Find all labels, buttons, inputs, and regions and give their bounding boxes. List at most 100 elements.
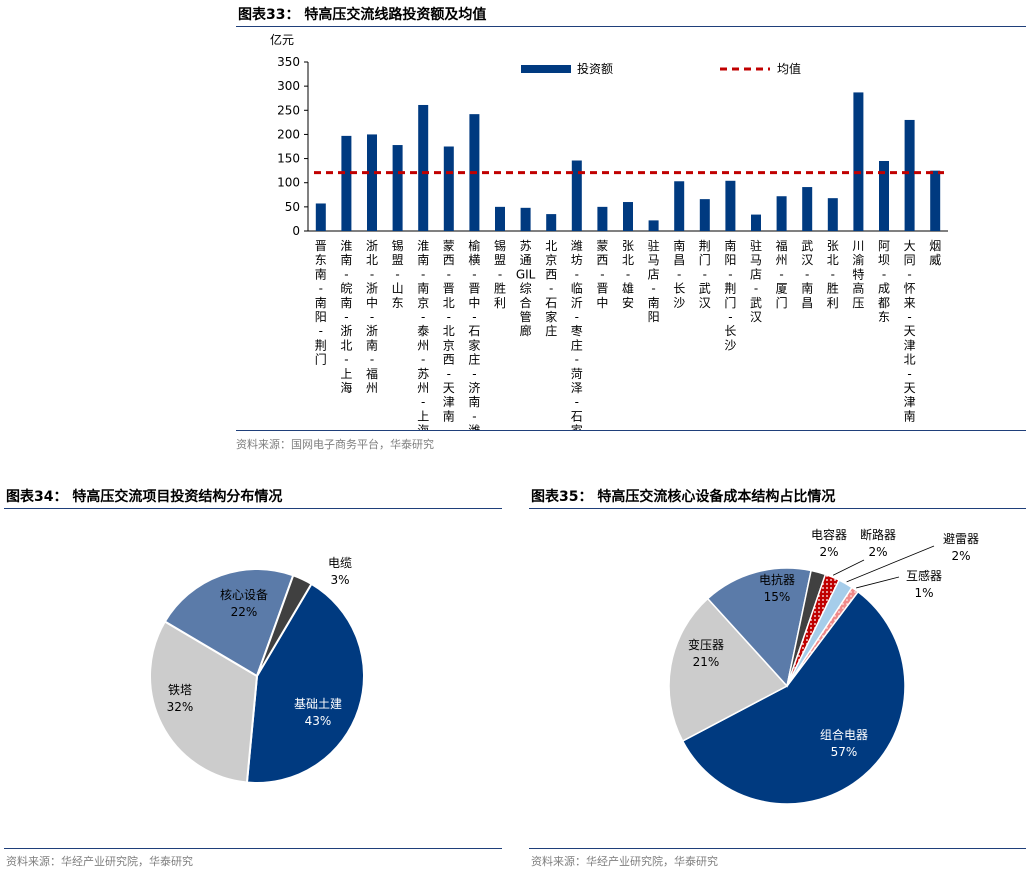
pie35-slice-pct: 1% <box>914 586 933 600</box>
pie34-chart: 基础土建 43% 铁塔 32% 核心设备 22% 电缆 3% <box>149 556 365 784</box>
bar-source-rule <box>236 430 1026 431</box>
x-tick-label: 驻马店-武汉 <box>750 238 762 324</box>
x-tick-label: 锡盟-山东 <box>392 238 404 310</box>
bar-23 <box>879 160 889 231</box>
pie35-slice-label: 变压器 <box>688 637 724 652</box>
pie34-slice-3 <box>163 568 295 678</box>
pie35-slice-pct: 2% <box>819 545 838 559</box>
x-tick-label: 张北-胜利 <box>827 239 839 310</box>
pie35-slice-label: 组合电器 <box>820 727 868 742</box>
y-tick-label: 250 <box>277 103 300 117</box>
legend-label-investment: 投资额 <box>577 61 613 76</box>
pie35-slice-label: 避雷器 <box>943 532 979 546</box>
x-tick-label: 荆门-武汉 <box>699 239 711 310</box>
bar-5 <box>418 104 429 231</box>
legend-swatch-investment <box>521 65 571 73</box>
y-axis-unit: 亿元 <box>270 32 294 47</box>
x-tick-label: 锡盟-胜利 <box>494 238 506 310</box>
bar-12 <box>597 206 608 231</box>
bar-20 <box>802 187 813 231</box>
pie35-source: 资料来源：华经产业研究院，华泰研究 <box>531 855 718 868</box>
bar-chart-source: 资料来源：国网电子商务平台，华泰研究 <box>236 438 434 451</box>
pie34-title: 图表34： 特高压交流项目投资结构分布情况 <box>6 489 283 505</box>
bar-24 <box>904 119 915 231</box>
pie34-slice-pct: 32% <box>167 700 194 714</box>
pie35-slice-3 <box>706 567 813 688</box>
bar-chart-title: 图表33： 特高压交流线路投资额及均值 <box>238 7 487 23</box>
pie35-slice-1 <box>681 590 906 805</box>
pie35-chart: 组合电器 57% 变压器 21% 电抗器 15% 电容器 2% 断路器 2% 避雷器 2% 互感器 1% <box>668 527 979 805</box>
x-tick-label: 浙北-浙中-浙南-福州 <box>366 239 378 395</box>
x-tick-label: 驻马店-南阳 <box>648 238 660 324</box>
pie34-slice-1 <box>245 582 365 784</box>
y-tick-label: 300 <box>277 79 300 93</box>
bar-25 <box>930 170 941 231</box>
x-tick-label: 淮南-皖南-浙北-上海 <box>340 239 352 395</box>
legend-label-mean: 均值 <box>777 61 801 76</box>
pie35-title: 图表35： 特高压交流核心设备成本结构占比情况 <box>531 489 836 505</box>
x-tick-label: 苏通 GIL 综合管廊 <box>516 239 536 338</box>
x-tick-label: 武汉-南昌 <box>801 239 813 310</box>
pie35-title-rule <box>529 508 1026 509</box>
x-tick-label: 北京西-石家庄 <box>545 239 557 338</box>
bar-17 <box>725 180 736 231</box>
x-tick-label: 潍坊-临沂-枣庄-菏泽-石家庄 <box>571 239 583 430</box>
bar-21 <box>827 198 838 231</box>
pie35-slice-label: 电抗器 <box>759 572 795 587</box>
pie35-slice-label: 互感器 <box>906 568 942 583</box>
bar-14 <box>648 220 659 231</box>
pie34-slice-4 <box>256 574 313 677</box>
bar-8 <box>495 206 505 231</box>
x-tick-label: 晋东南-南阳-荆门 <box>315 239 327 367</box>
pie34-slice-label: 电缆 <box>328 556 352 570</box>
y-tick-label: 50 <box>285 200 300 214</box>
pie34-title-rule <box>4 508 502 509</box>
y-tick-label: 150 <box>277 152 300 166</box>
x-tick-label: 南阳-荆门-长沙 <box>724 238 736 352</box>
pie34-slice-pct: 22% <box>231 605 258 619</box>
pie34-slice-label: 铁塔 <box>168 683 192 697</box>
x-tick-label: 阿坝-成都东 <box>878 239 890 324</box>
pie34-slice-2 <box>149 620 259 784</box>
pie35-slice-2 <box>668 597 789 743</box>
x-tick-label: 张北-雄安 <box>622 239 634 310</box>
x-tick-label: 南昌-长沙 <box>673 238 685 310</box>
pie35-slice-pct: 15% <box>764 590 791 604</box>
pie35-slice-label: 电容器 <box>811 527 847 542</box>
bar-2 <box>341 135 352 231</box>
y-tick-label: 0 <box>292 224 300 238</box>
bar-22 <box>853 92 864 231</box>
x-tick-label: 蒙西-晋北-北京西-天津南 <box>443 239 455 423</box>
pie35-slice-pct: 2% <box>951 549 970 563</box>
pie35-leader-line <box>832 559 865 576</box>
bar-13 <box>623 202 633 231</box>
y-tick-label: 200 <box>277 127 300 141</box>
pie35-slice-pct: 21% <box>693 655 720 669</box>
pie35-slice-label: 断路器 <box>860 527 896 542</box>
bar-15 <box>674 181 685 231</box>
y-tick-label: 350 <box>277 55 300 69</box>
x-tick-label: 淮南-南京-泰州-苏州-上海 <box>417 239 429 430</box>
bar-11 <box>571 160 582 231</box>
y-tick-label: 100 <box>277 176 300 190</box>
pie35-slice-pct: 2% <box>868 545 887 559</box>
x-tick-label: 福州-厦门 <box>776 238 788 310</box>
bar-4 <box>392 145 403 231</box>
x-tick-label: 榆横-晋中-石家庄-济南-潍坊 <box>468 238 480 430</box>
pie35-leader-line <box>846 545 935 583</box>
bar-18 <box>751 214 761 231</box>
pie35-source-rule <box>529 848 1026 849</box>
bar-10 <box>546 214 557 231</box>
x-tick-label: 蒙西-晋中 <box>596 239 608 310</box>
bar-1 <box>315 203 326 231</box>
pie35-slice-7 <box>786 586 860 687</box>
x-tick-label: 大同-怀来-天津北-天津南 <box>904 239 916 423</box>
bar-9 <box>520 207 531 231</box>
pie34-slice-pct: 43% <box>305 714 332 728</box>
bar-3 <box>367 134 377 231</box>
pie34-slice-label: 基础土建 <box>294 697 342 711</box>
x-tick-label: 川渝特高压 <box>852 239 864 310</box>
pie35-slice-pct: 57% <box>831 745 858 759</box>
bar-6 <box>443 146 454 231</box>
